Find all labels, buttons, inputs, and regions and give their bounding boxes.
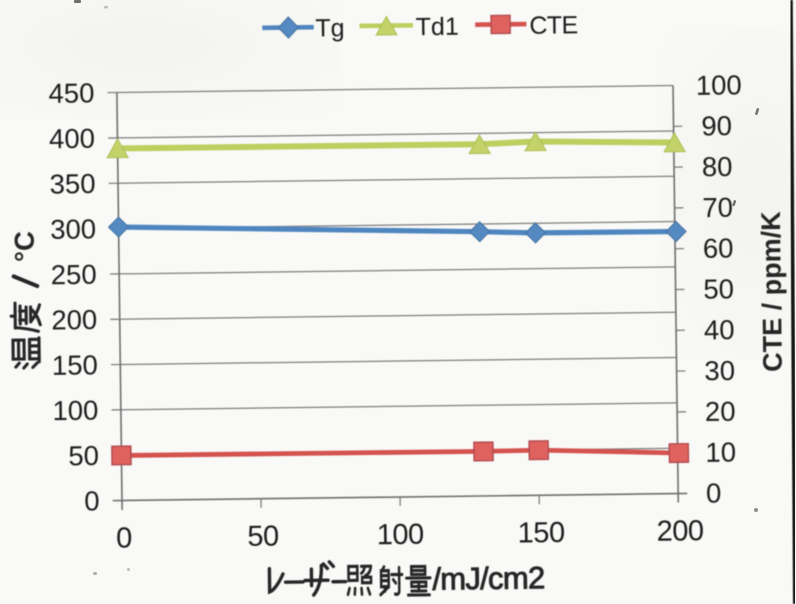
- svg-text:20: 20: [705, 396, 736, 427]
- svg-text:450: 450: [48, 77, 94, 109]
- svg-text:400: 400: [49, 123, 95, 155]
- svg-text:50: 50: [68, 440, 99, 471]
- svg-text:Tg: Tg: [315, 14, 345, 42]
- svg-text:100: 100: [696, 69, 742, 101]
- svg-text:300: 300: [50, 213, 96, 245]
- svg-text:40: 40: [704, 314, 735, 345]
- svg-text:°C: °C: [9, 231, 40, 262]
- svg-text:90: 90: [701, 110, 732, 141]
- svg-text:250: 250: [51, 259, 97, 291]
- svg-text:50: 50: [703, 273, 734, 304]
- svg-text:0: 0: [706, 477, 722, 508]
- svg-text:200: 200: [656, 515, 703, 548]
- svg-text:60: 60: [703, 232, 734, 263]
- svg-text:30: 30: [704, 355, 735, 386]
- svg-text:CTE: CTE: [529, 11, 578, 40]
- svg-text:0: 0: [116, 522, 132, 554]
- svg-text:/mJ/cm2: /mJ/cm2: [432, 560, 545, 596]
- svg-text:200: 200: [51, 304, 97, 336]
- svg-text:0: 0: [84, 485, 100, 516]
- svg-text:350: 350: [49, 168, 95, 200]
- svg-text:50: 50: [247, 521, 279, 553]
- svg-text:10: 10: [705, 436, 736, 467]
- svg-text:150: 150: [52, 349, 98, 381]
- svg-text:150: 150: [517, 517, 564, 550]
- svg-text:80: 80: [702, 151, 733, 182]
- svg-text:100: 100: [377, 519, 424, 552]
- svg-text:100: 100: [52, 395, 98, 427]
- svg-text:70: 70: [702, 192, 733, 223]
- svg-text:Td1: Td1: [416, 13, 459, 42]
- svg-text:CTE / ppm/K: CTE / ppm/K: [756, 211, 788, 372]
